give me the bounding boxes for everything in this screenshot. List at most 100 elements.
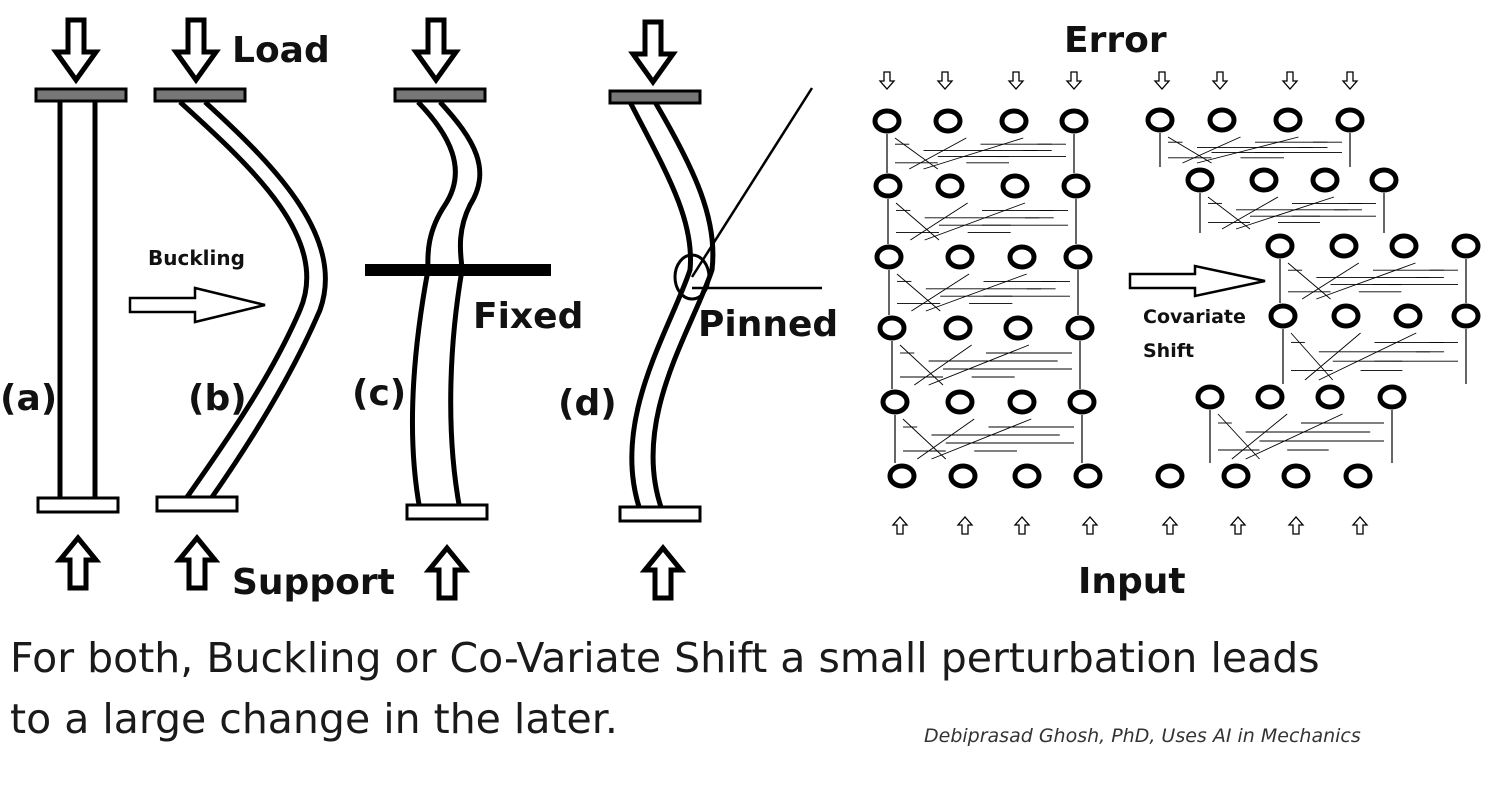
covariate-arrow-icon bbox=[1128, 264, 1266, 298]
connection-line bbox=[928, 344, 1030, 386]
connection-line bbox=[1207, 196, 1251, 230]
neuron-node bbox=[1393, 303, 1423, 329]
network-right bbox=[1145, 71, 1481, 535]
connection-line bbox=[914, 344, 972, 386]
neuron-node bbox=[1249, 167, 1279, 193]
connection-line bbox=[1290, 332, 1334, 381]
support-arrow-icon bbox=[173, 534, 221, 591]
input-arrow-icon bbox=[1161, 516, 1179, 535]
load-arrow-icon bbox=[51, 17, 101, 85]
input-arrow-icon bbox=[1351, 516, 1369, 535]
buckling-arrow-icon bbox=[128, 286, 266, 324]
neuron-node bbox=[933, 108, 963, 134]
author-credit: Debiprasad Ghosh, PhD, Uses AI in Mechan… bbox=[924, 725, 1361, 747]
error-arrow-icon bbox=[1065, 71, 1083, 90]
error-arrow-icon bbox=[1281, 71, 1299, 90]
input-arrow-icon bbox=[1081, 516, 1099, 535]
neuron-node bbox=[943, 315, 973, 341]
error-arrow-icon bbox=[1153, 71, 1171, 90]
connection-line bbox=[1182, 136, 1241, 164]
neuron-node bbox=[1065, 315, 1095, 341]
label-c: (c) bbox=[352, 373, 406, 414]
support-arrows bbox=[54, 534, 687, 601]
neuron-node bbox=[1007, 389, 1037, 415]
error-arrow-icon bbox=[936, 71, 954, 90]
connection-line bbox=[894, 137, 939, 170]
network-left bbox=[872, 71, 1103, 535]
neuron-node bbox=[877, 315, 907, 341]
neuron-node bbox=[1185, 167, 1215, 193]
neuron-node bbox=[945, 389, 975, 415]
neuron-node bbox=[1145, 107, 1175, 133]
load-arrow-icon bbox=[171, 17, 221, 85]
neuron-node bbox=[872, 108, 902, 134]
neuron-node bbox=[1451, 233, 1481, 259]
neuron-node bbox=[1000, 173, 1030, 199]
column-b bbox=[178, 100, 328, 502]
connection-line bbox=[1221, 196, 1279, 230]
neuron-node bbox=[1389, 233, 1419, 259]
neuron-node bbox=[1268, 303, 1298, 329]
neuron-node bbox=[1369, 167, 1399, 193]
connection-line bbox=[1318, 332, 1417, 381]
column-c bbox=[410, 100, 483, 511]
neuron-node bbox=[1331, 303, 1361, 329]
neuron-node bbox=[1310, 167, 1340, 193]
pinned-joint bbox=[673, 253, 711, 301]
caption: For both, Buckling or Co-Variate Shift a… bbox=[10, 628, 1500, 750]
support-arrow-icon bbox=[54, 534, 102, 591]
neuron-node bbox=[999, 108, 1029, 134]
neuron-node bbox=[935, 173, 965, 199]
label-a: (a) bbox=[0, 378, 57, 419]
connection-line bbox=[1235, 196, 1335, 230]
neuron-node bbox=[948, 463, 978, 489]
neuron-node bbox=[945, 244, 975, 270]
connection-line bbox=[902, 418, 947, 460]
caption-line-2: to a large change in the later. bbox=[10, 695, 618, 743]
neuron-node bbox=[1255, 384, 1285, 410]
pinned-ray-upper bbox=[690, 87, 814, 278]
neuron-node bbox=[1273, 107, 1303, 133]
label-b: (b) bbox=[188, 378, 247, 419]
connection-line bbox=[899, 344, 944, 386]
neuron-node bbox=[1377, 384, 1407, 410]
connection-line bbox=[1217, 413, 1260, 460]
connection-line bbox=[1167, 136, 1212, 164]
label-d: (d) bbox=[558, 383, 617, 424]
load-arrows bbox=[51, 17, 678, 87]
neuron-node bbox=[1195, 384, 1225, 410]
neuron-node bbox=[1155, 463, 1185, 489]
neuron-node bbox=[1451, 303, 1481, 329]
connection-line bbox=[911, 273, 970, 312]
neuron-node bbox=[1265, 233, 1295, 259]
neuron-node bbox=[1281, 463, 1311, 489]
neuron-node bbox=[1007, 244, 1037, 270]
neuron-node bbox=[1063, 244, 1093, 270]
pinned-label: Pinned bbox=[698, 304, 838, 345]
neuron-node bbox=[1221, 463, 1251, 489]
error-arrow-icon bbox=[878, 71, 896, 90]
neuron-node bbox=[874, 244, 904, 270]
input-label: Input bbox=[1078, 561, 1186, 602]
neuron-node bbox=[1329, 233, 1359, 259]
neuron-node bbox=[1073, 463, 1103, 489]
error-label: Error bbox=[1064, 20, 1167, 61]
neuron-node bbox=[1061, 173, 1091, 199]
connection-line bbox=[924, 202, 1026, 241]
covariate-label: Covariate bbox=[1143, 306, 1246, 328]
input-arrow-icon bbox=[1229, 516, 1247, 535]
neuron-node bbox=[1315, 384, 1345, 410]
support-arrow-icon bbox=[423, 544, 471, 601]
neuron-node bbox=[1343, 463, 1373, 489]
connection-line bbox=[1245, 413, 1343, 460]
error-arrow-icon bbox=[1341, 71, 1359, 90]
support-label: Support bbox=[232, 562, 395, 603]
connection-line bbox=[909, 137, 967, 170]
neuron-node bbox=[1003, 315, 1033, 341]
connection-line bbox=[1196, 136, 1299, 164]
neuron-node bbox=[1067, 389, 1097, 415]
neuron-node bbox=[1059, 108, 1089, 134]
neuron-node bbox=[887, 463, 917, 489]
